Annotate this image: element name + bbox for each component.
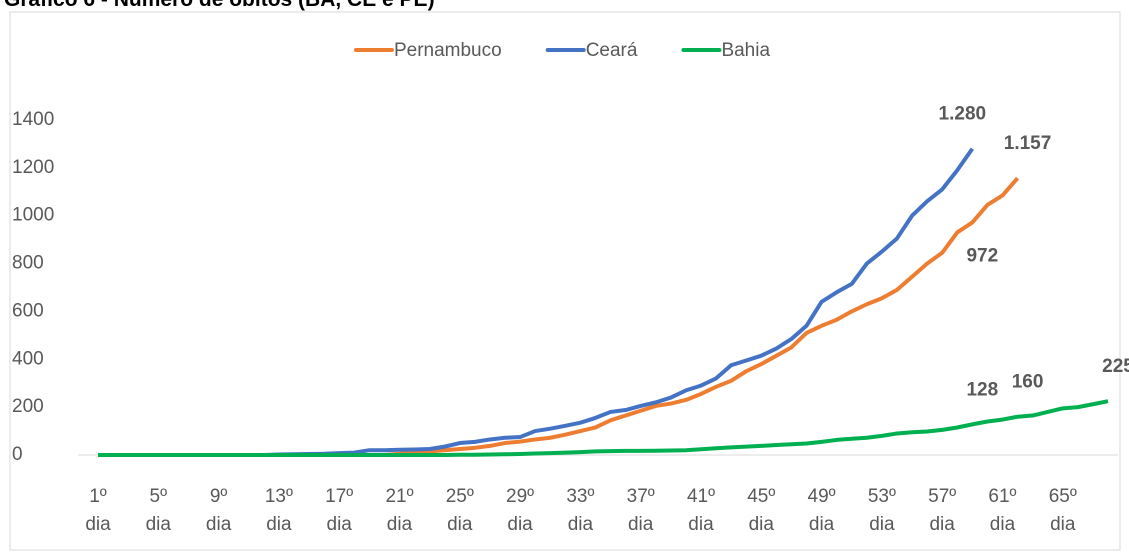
x-tick-label: 41º dia — [686, 486, 716, 535]
x-tick-label: 45º dia — [747, 486, 776, 535]
x-tick-label: 29º dia — [506, 486, 535, 535]
legend-label: Bahia — [721, 40, 770, 61]
chart-border — [9, 11, 1121, 551]
data-label: 972 — [966, 245, 998, 266]
y-tick-label: 1200 — [12, 157, 54, 178]
x-tick-label: 33º dia — [566, 486, 595, 535]
x-tick-label: 1º dia — [85, 486, 111, 535]
x-tick-label: 9º dia — [205, 486, 232, 535]
y-tick-label: 1000 — [12, 205, 54, 226]
data-label: 1.157 — [1004, 133, 1052, 154]
y-tick-label: 600 — [12, 300, 44, 321]
x-tick-label: 61º dia — [988, 486, 1017, 535]
y-tick-label: 800 — [12, 253, 44, 274]
series-line — [98, 176, 1020, 457]
y-tick-label: 400 — [12, 348, 44, 369]
legend-label: Pernambuco — [394, 40, 502, 61]
chart-title: Gráfico 6 - Número de óbitos (BA, CE e P… — [4, 0, 435, 12]
x-tick-label: 65º dia — [1048, 486, 1077, 535]
y-tick-label: 0 — [12, 444, 23, 465]
x-tick-label: 21º dia — [385, 486, 414, 535]
x-tick-label: 37º dia — [626, 486, 655, 535]
data-label: 160 — [1012, 372, 1044, 393]
x-tick-label: 17º dia — [325, 486, 354, 535]
y-tick-label: 200 — [12, 396, 44, 417]
series-line — [98, 399, 1109, 457]
data-label: 1.280 — [939, 104, 987, 125]
x-tick-label: 13º dia — [264, 486, 293, 535]
data-label: 225 — [1102, 356, 1129, 377]
x-tick-label: 53º dia — [867, 486, 896, 535]
series-line — [98, 147, 974, 457]
x-tick-label: 5º dia — [145, 486, 171, 535]
y-tick-label: 1400 — [12, 109, 54, 130]
x-tick-label: 49º dia — [807, 486, 836, 535]
x-tick-label: 25º dia — [445, 486, 474, 535]
x-tick-label: 57º dia — [928, 486, 957, 535]
legend-label: Ceará — [586, 40, 638, 61]
data-label: 128 — [966, 379, 998, 400]
